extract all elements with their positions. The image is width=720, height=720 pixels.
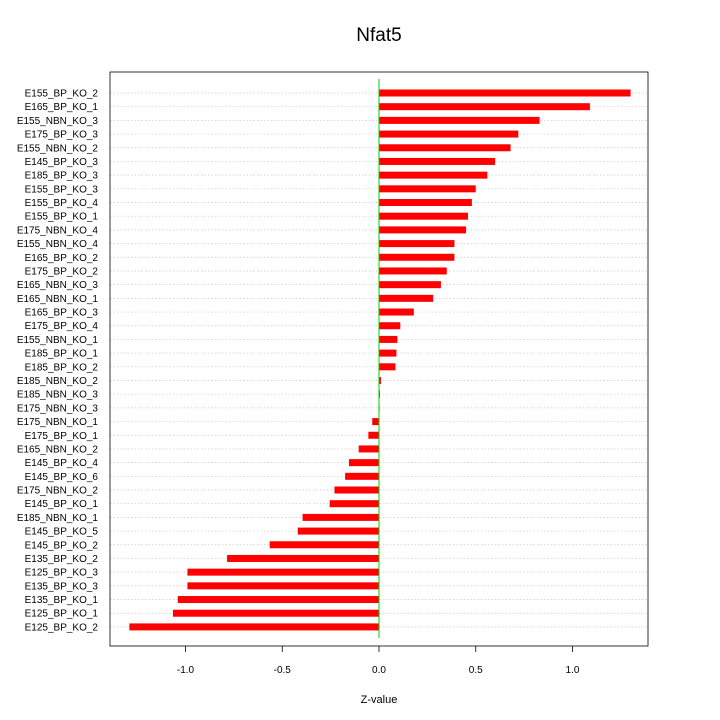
x-tick-label: 0.0 — [372, 665, 386, 676]
x-tick-label: 0.5 — [469, 665, 483, 676]
bar — [379, 199, 472, 207]
bars — [129, 89, 631, 631]
category-label: E165_NBN_KO_3 — [17, 280, 99, 291]
category-label: E155_NBN_KO_3 — [17, 116, 99, 127]
category-label: E165_BP_KO_3 — [25, 308, 99, 319]
category-label: E175_BP_KO_3 — [25, 130, 99, 141]
bar — [329, 500, 379, 508]
bar — [302, 513, 379, 521]
x-axis: -1.0 -0.5 0.0 0.5 1.0 — [177, 646, 580, 676]
bar — [379, 240, 455, 248]
bar — [379, 322, 401, 330]
bar — [379, 267, 447, 275]
category-label: E165_NBN_KO_2 — [17, 444, 99, 455]
bar — [334, 486, 379, 494]
bar — [227, 554, 379, 562]
category-label: E155_BP_KO_2 — [25, 89, 99, 100]
category-label: E185_BP_KO_1 — [25, 349, 99, 360]
bar — [379, 130, 519, 138]
category-label: E155_NBN_KO_2 — [17, 143, 99, 154]
bar — [379, 294, 434, 302]
bar — [379, 253, 455, 261]
category-label: E155_NBN_KO_1 — [17, 335, 99, 346]
bar — [187, 582, 379, 590]
category-label: E155_BP_KO_3 — [25, 184, 99, 195]
bar — [177, 596, 379, 604]
category-label: E165_BP_KO_2 — [25, 253, 99, 264]
category-label: E145_BP_KO_5 — [25, 527, 99, 538]
bar — [297, 527, 379, 535]
category-label: E175_NBN_KO_3 — [17, 403, 99, 414]
category-label: E135_BP_KO_3 — [25, 581, 99, 592]
category-label: E165_BP_KO_1 — [25, 102, 99, 113]
category-label: E185_NBN_KO_3 — [17, 390, 99, 401]
bar — [379, 335, 398, 343]
category-label: E175_NBN_KO_2 — [17, 486, 99, 497]
bar — [345, 472, 379, 480]
category-label: E125_BP_KO_3 — [25, 568, 99, 579]
x-tick-label: -0.5 — [274, 665, 292, 676]
category-label: E145_BP_KO_4 — [25, 458, 99, 469]
bar — [349, 459, 379, 467]
category-label: E175_BP_KO_2 — [25, 266, 99, 277]
category-label: E145_BP_KO_3 — [25, 157, 99, 168]
category-label: E185_NBN_KO_2 — [17, 376, 99, 387]
bar — [129, 623, 379, 631]
bar — [379, 308, 414, 316]
chart-title: Nfat5 — [356, 25, 401, 46]
bar — [187, 568, 379, 576]
category-label: E135_BP_KO_1 — [25, 595, 99, 606]
bar — [379, 349, 397, 357]
category-label: E175_BP_KO_4 — [25, 321, 99, 332]
category-label: E185_BP_KO_3 — [25, 171, 99, 182]
category-label: E125_BP_KO_1 — [25, 609, 99, 620]
bar — [379, 363, 396, 371]
category-label: E175_BP_KO_1 — [25, 431, 99, 442]
x-tick-label: 1.0 — [566, 665, 580, 676]
category-label: E175_NBN_KO_1 — [17, 417, 99, 428]
bar — [379, 185, 476, 193]
category-label: E155_BP_KO_4 — [25, 198, 99, 209]
category-label: E185_BP_KO_2 — [25, 362, 99, 373]
category-label: E155_NBN_KO_4 — [17, 239, 99, 250]
bar — [379, 226, 467, 234]
bar — [368, 431, 379, 439]
bar — [379, 281, 441, 289]
gridlines — [110, 92, 648, 628]
bar — [379, 144, 511, 152]
bar — [379, 116, 540, 124]
category-label: E145_BP_KO_2 — [25, 540, 99, 551]
bar — [379, 376, 381, 384]
bar — [379, 89, 631, 97]
category-label: E145_BP_KO_6 — [25, 472, 99, 483]
category-label: E135_BP_KO_2 — [25, 554, 99, 565]
bar — [379, 212, 469, 220]
category-label: E165_NBN_KO_1 — [17, 294, 99, 305]
bar — [358, 445, 379, 453]
bar — [379, 103, 590, 111]
bar — [372, 418, 379, 426]
category-label: E175_NBN_KO_4 — [17, 225, 99, 236]
category-label: E185_NBN_KO_1 — [17, 513, 99, 524]
category-label: E145_BP_KO_1 — [25, 499, 99, 510]
category-label: E125_BP_KO_2 — [25, 622, 99, 633]
bar — [379, 171, 488, 179]
x-axis-title: Z-value — [361, 694, 398, 706]
category-labels: E155_BP_KO_2 E165_BP_KO_1 E155_NBN_KO_3 E17… — [17, 89, 99, 634]
bar — [172, 609, 379, 617]
category-label: E155_BP_KO_1 — [25, 212, 99, 223]
x-tick-label: -1.0 — [177, 665, 195, 676]
bar — [269, 541, 379, 549]
bar — [379, 157, 496, 165]
